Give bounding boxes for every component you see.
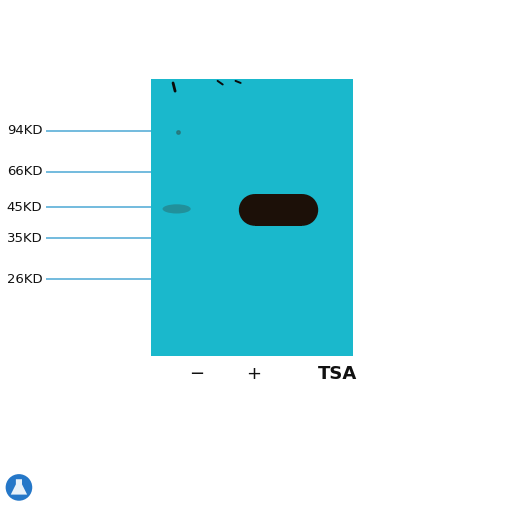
Circle shape — [6, 474, 32, 501]
Text: 94KD: 94KD — [7, 124, 42, 137]
Text: 26KD: 26KD — [7, 272, 42, 286]
Polygon shape — [11, 479, 27, 495]
Text: +: + — [246, 365, 262, 383]
Text: 35KD: 35KD — [7, 231, 42, 245]
Bar — [151, 79, 353, 356]
Text: TSA: TSA — [318, 365, 357, 383]
Ellipse shape — [239, 194, 271, 226]
Ellipse shape — [162, 204, 190, 214]
Bar — [255, 194, 302, 226]
Ellipse shape — [287, 194, 318, 226]
Text: 66KD: 66KD — [7, 165, 42, 178]
Text: −: − — [189, 365, 205, 383]
Text: 45KD: 45KD — [7, 201, 42, 214]
